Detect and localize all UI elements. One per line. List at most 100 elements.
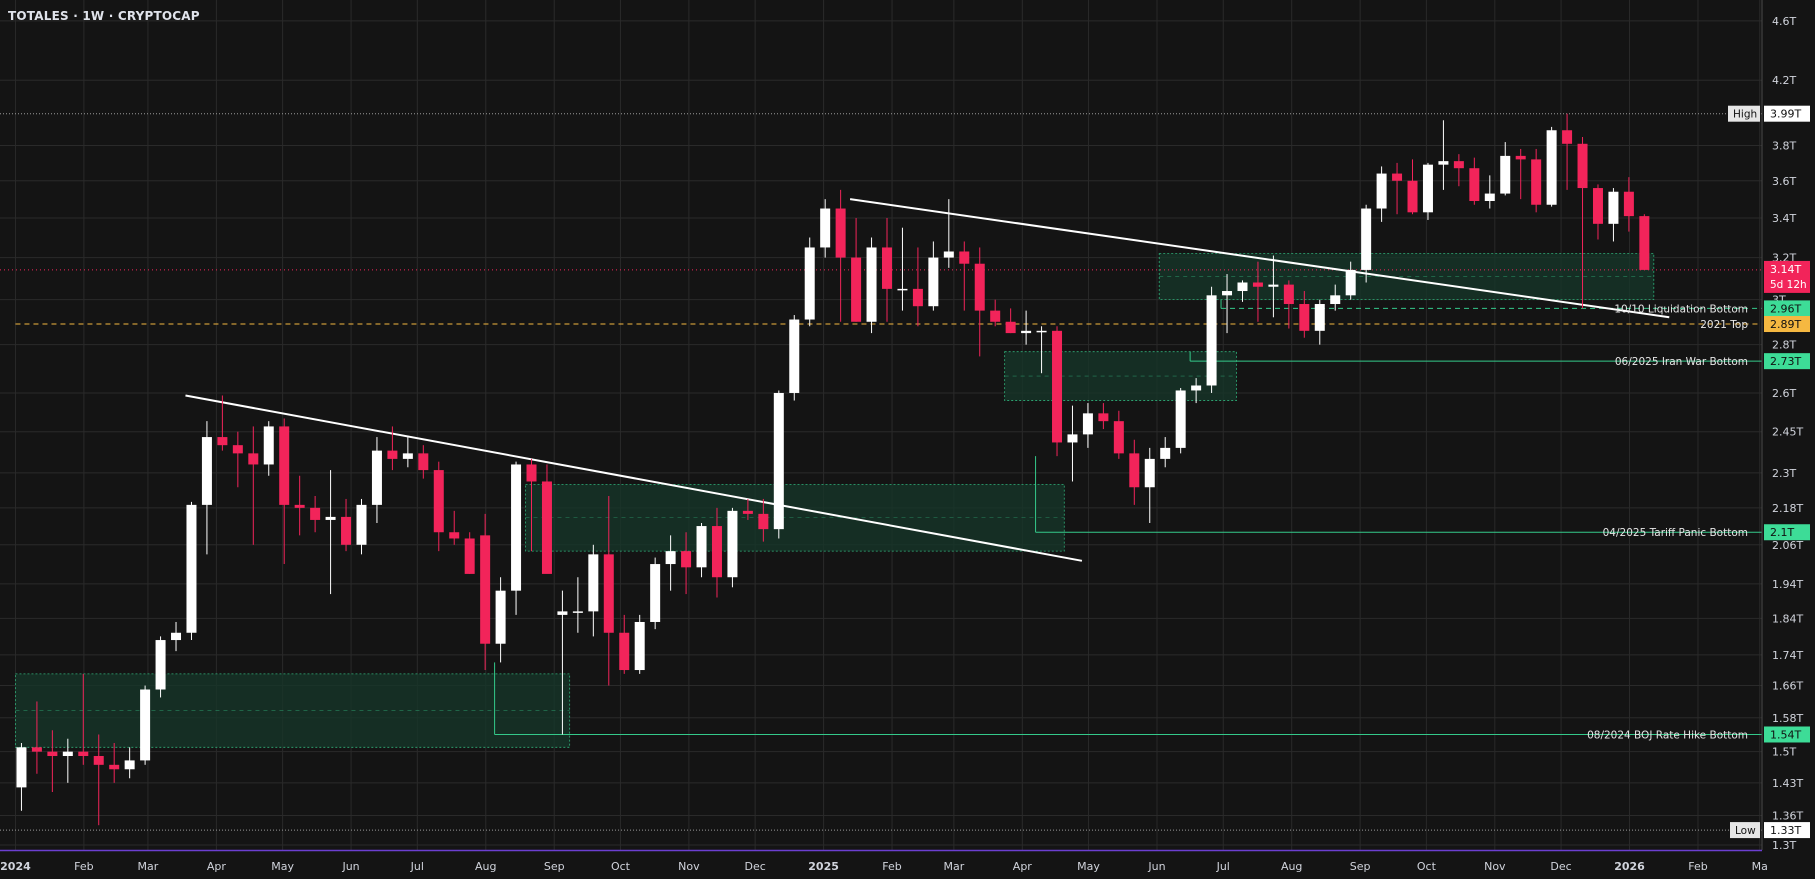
candle-body[interactable]: [1422, 164, 1433, 213]
candle[interactable]: [31, 701, 42, 774]
candle[interactable]: [47, 730, 58, 792]
candle[interactable]: [140, 685, 151, 765]
candle-body[interactable]: [804, 247, 815, 320]
candle-body[interactable]: [1268, 284, 1279, 287]
candle-body[interactable]: [1361, 208, 1372, 270]
candle-body[interactable]: [1206, 295, 1217, 386]
candle[interactable]: [294, 475, 305, 536]
candle-body[interactable]: [572, 611, 583, 613]
candle-body[interactable]: [990, 310, 1001, 322]
candle-body[interactable]: [603, 554, 614, 633]
candle-body[interactable]: [325, 516, 336, 520]
candle[interactable]: [1067, 405, 1078, 482]
candle-body[interactable]: [1113, 421, 1124, 454]
candle[interactable]: [1639, 214, 1650, 270]
candle[interactable]: [1098, 403, 1109, 430]
candle[interactable]: [1407, 159, 1418, 215]
candle[interactable]: [201, 421, 212, 555]
candle[interactable]: [526, 458, 537, 552]
candle[interactable]: [1469, 157, 1480, 205]
price-axis[interactable]: 4.6T4.2T3.8T3.6T3.4T3.2T3T2.8T2.6T2.45T2…: [1728, 0, 1815, 879]
candle[interactable]: [696, 522, 707, 578]
candle-body[interactable]: [557, 611, 568, 615]
candle[interactable]: [943, 199, 954, 268]
candle[interactable]: [387, 426, 398, 471]
candle[interactable]: [974, 247, 985, 357]
candle-body[interactable]: [341, 516, 352, 545]
candle[interactable]: [1392, 162, 1403, 215]
candle[interactable]: [912, 247, 923, 327]
candle[interactable]: [263, 421, 274, 476]
candle-body[interactable]: [1160, 447, 1171, 459]
candle-body[interactable]: [1500, 155, 1511, 194]
candle-body[interactable]: [1469, 168, 1480, 202]
candle-body[interactable]: [650, 564, 661, 622]
candle-body[interactable]: [681, 551, 692, 568]
candle[interactable]: [232, 431, 243, 488]
candle-body[interactable]: [1608, 191, 1619, 224]
candle-body[interactable]: [928, 257, 939, 307]
candle[interactable]: [449, 510, 460, 545]
candle-body[interactable]: [835, 208, 846, 258]
candle-body[interactable]: [1237, 282, 1248, 292]
candle[interactable]: [773, 390, 784, 539]
candle-body[interactable]: [1191, 385, 1202, 391]
candle[interactable]: [928, 241, 939, 311]
candle-body[interactable]: [974, 263, 985, 311]
candle[interactable]: [1484, 175, 1495, 209]
candle[interactable]: [1113, 410, 1124, 459]
candle[interactable]: [186, 501, 197, 641]
candle[interactable]: [1577, 136, 1588, 309]
candle[interactable]: [681, 532, 692, 595]
candle-body[interactable]: [402, 453, 413, 459]
candle-body[interactable]: [387, 450, 398, 459]
candle-body[interactable]: [1129, 453, 1140, 488]
candle-body[interactable]: [634, 621, 645, 671]
candle-body[interactable]: [1036, 330, 1047, 333]
candle[interactable]: [16, 743, 27, 811]
candle[interactable]: [171, 621, 182, 652]
candle[interactable]: [820, 199, 831, 258]
candle-body[interactable]: [1623, 191, 1634, 217]
candle-body[interactable]: [1438, 161, 1449, 165]
candle-body[interactable]: [1098, 413, 1109, 422]
candle-body[interactable]: [943, 251, 954, 258]
candle-body[interactable]: [1252, 282, 1263, 287]
candle-body[interactable]: [1515, 155, 1526, 160]
candle[interactable]: [1021, 310, 1032, 345]
candle-body[interactable]: [541, 481, 552, 574]
candle-body[interactable]: [882, 247, 892, 289]
candle-body[interactable]: [248, 453, 259, 465]
candle-body[interactable]: [93, 756, 104, 765]
candle-body[interactable]: [696, 526, 707, 568]
candle-body[interactable]: [1299, 304, 1310, 331]
candle-body[interactable]: [1314, 304, 1325, 331]
candle[interactable]: [634, 614, 645, 674]
candle-body[interactable]: [1222, 291, 1233, 296]
candle[interactable]: [789, 315, 800, 401]
candle-body[interactable]: [711, 526, 722, 578]
candle-body[interactable]: [1175, 390, 1186, 448]
candle[interactable]: [371, 437, 382, 523]
candle[interactable]: [1191, 378, 1202, 404]
candlestick-series[interactable]: [16, 113, 1650, 826]
candle[interactable]: [341, 498, 352, 552]
candle-body[interactable]: [464, 538, 475, 574]
candle[interactable]: [93, 734, 104, 826]
candle[interactable]: [804, 237, 815, 327]
candle[interactable]: [1361, 204, 1372, 283]
candle[interactable]: [1623, 177, 1634, 232]
candle-body[interactable]: [742, 510, 753, 514]
candle-body[interactable]: [1082, 413, 1093, 435]
candle[interactable]: [572, 577, 583, 633]
candle[interactable]: [603, 496, 614, 686]
candle[interactable]: [1330, 284, 1341, 311]
candle[interactable]: [480, 513, 491, 671]
candle[interactable]: [1237, 280, 1248, 302]
candle-body[interactable]: [1052, 330, 1063, 443]
candle-body[interactable]: [1484, 193, 1495, 202]
candle[interactable]: [78, 673, 89, 765]
candle[interactable]: [402, 437, 413, 468]
candle-body[interactable]: [851, 257, 862, 322]
